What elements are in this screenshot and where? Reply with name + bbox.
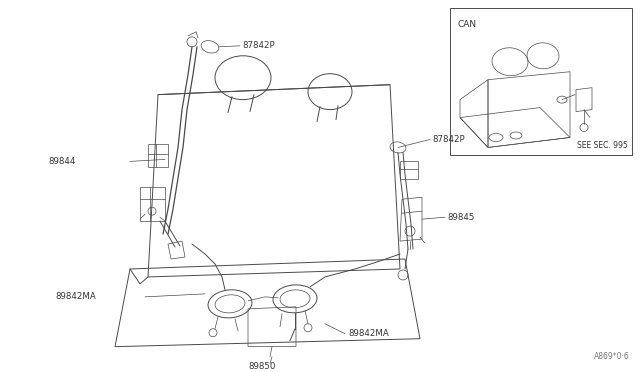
- Text: CAN: CAN: [458, 20, 477, 29]
- Text: A869*0·6: A869*0·6: [595, 352, 630, 360]
- Text: SEE SEC. 995: SEE SEC. 995: [577, 141, 628, 150]
- Text: 89844: 89844: [48, 157, 76, 166]
- Text: 89842MA: 89842MA: [348, 329, 388, 338]
- Text: 87842P: 87842P: [432, 135, 465, 144]
- Text: 87842P: 87842P: [242, 41, 275, 50]
- Text: 89850: 89850: [248, 362, 275, 371]
- Text: 89842MA: 89842MA: [55, 292, 96, 301]
- Bar: [450, 8, 632, 155]
- Text: 89845: 89845: [447, 213, 474, 222]
